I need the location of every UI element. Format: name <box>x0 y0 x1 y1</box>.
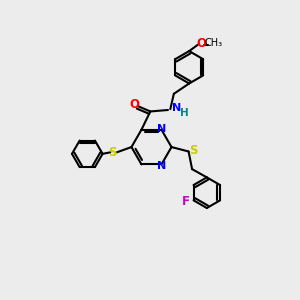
Text: O: O <box>129 98 139 112</box>
Text: N: N <box>157 160 167 171</box>
Text: H: H <box>180 108 188 118</box>
Text: CH₃: CH₃ <box>205 38 223 48</box>
Text: S: S <box>108 146 116 159</box>
Text: S: S <box>189 143 197 157</box>
Text: N: N <box>157 124 167 134</box>
Text: O: O <box>197 37 207 50</box>
Text: F: F <box>182 195 190 208</box>
Text: N: N <box>172 103 181 112</box>
